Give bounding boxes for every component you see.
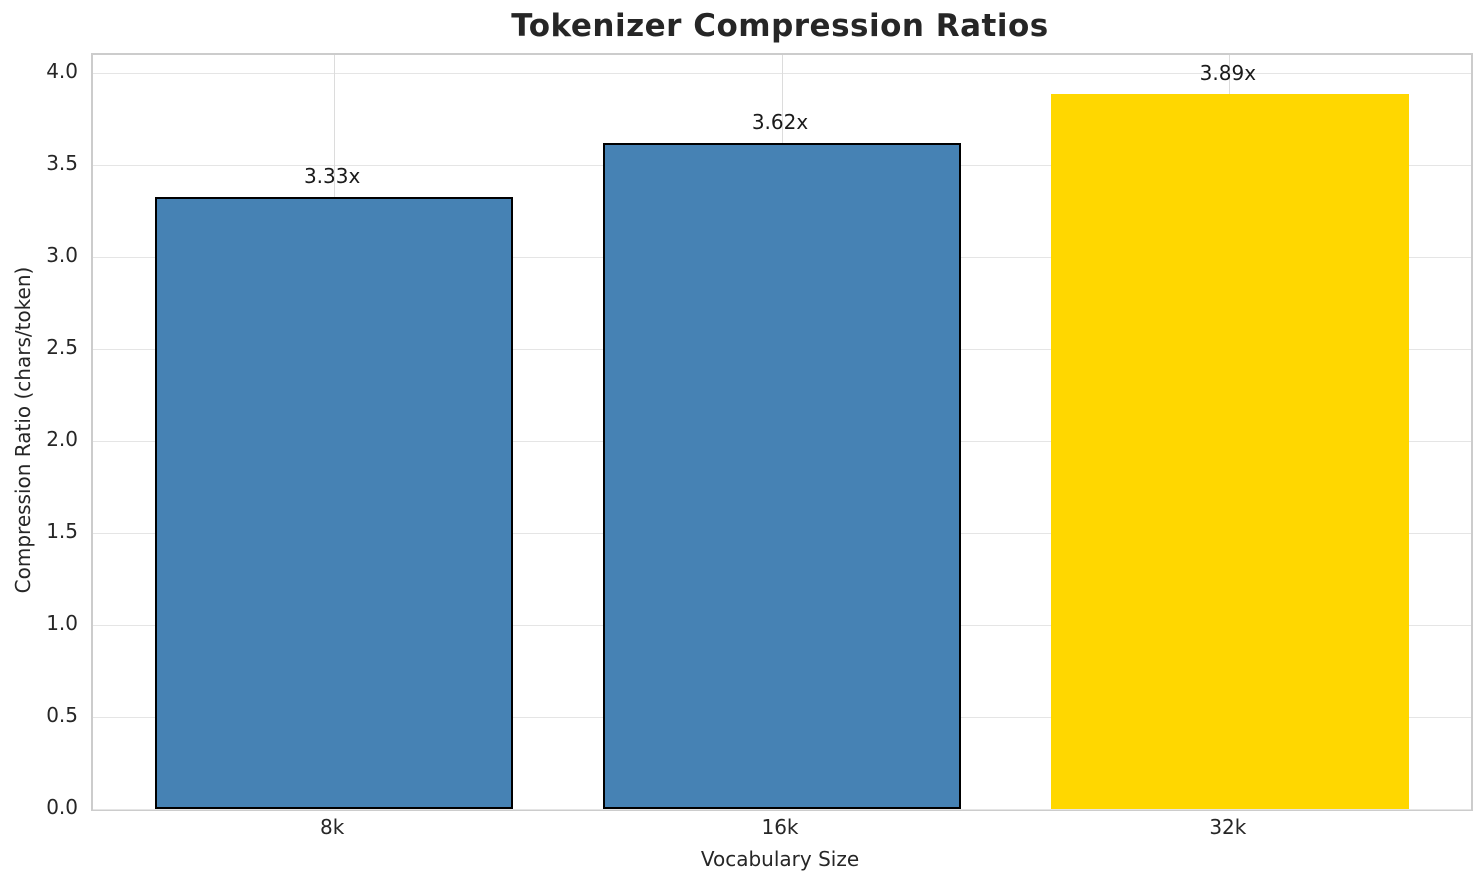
x-axis-label: Vocabulary Size	[700, 847, 860, 871]
bar-32k	[1050, 93, 1409, 809]
bar-value-label: 3.89x	[1199, 60, 1257, 85]
bar-value-label: 3.33x	[303, 163, 361, 188]
y-tick-label: 1.5	[46, 519, 78, 544]
bar-8k	[155, 196, 514, 809]
y-tick-label: 4.0	[46, 59, 78, 84]
y-tick-label: 1.0	[46, 611, 78, 636]
y-tick-label: 2.5	[46, 335, 78, 360]
x-tick-label: 8k	[319, 815, 345, 839]
y-tick-label: 3.0	[46, 243, 78, 268]
y-tick-label: 2.0	[46, 427, 78, 452]
plot-area	[91, 53, 1473, 811]
bar-16k	[602, 143, 962, 809]
bar-value-label: 3.62x	[751, 110, 809, 135]
chart-title: Tokenizer Compression Ratios	[511, 8, 1049, 44]
gridline-h	[93, 808, 1471, 810]
y-axis-label: Compression Ratio (chars/token)	[11, 266, 35, 594]
y-tick-label: 0.5	[46, 703, 78, 728]
y-tick-label: 3.5	[46, 151, 78, 176]
y-tick-label: 0.0	[46, 795, 78, 819]
x-tick-label: 32k	[1209, 815, 1247, 839]
x-tick-label: 16k	[761, 815, 799, 839]
